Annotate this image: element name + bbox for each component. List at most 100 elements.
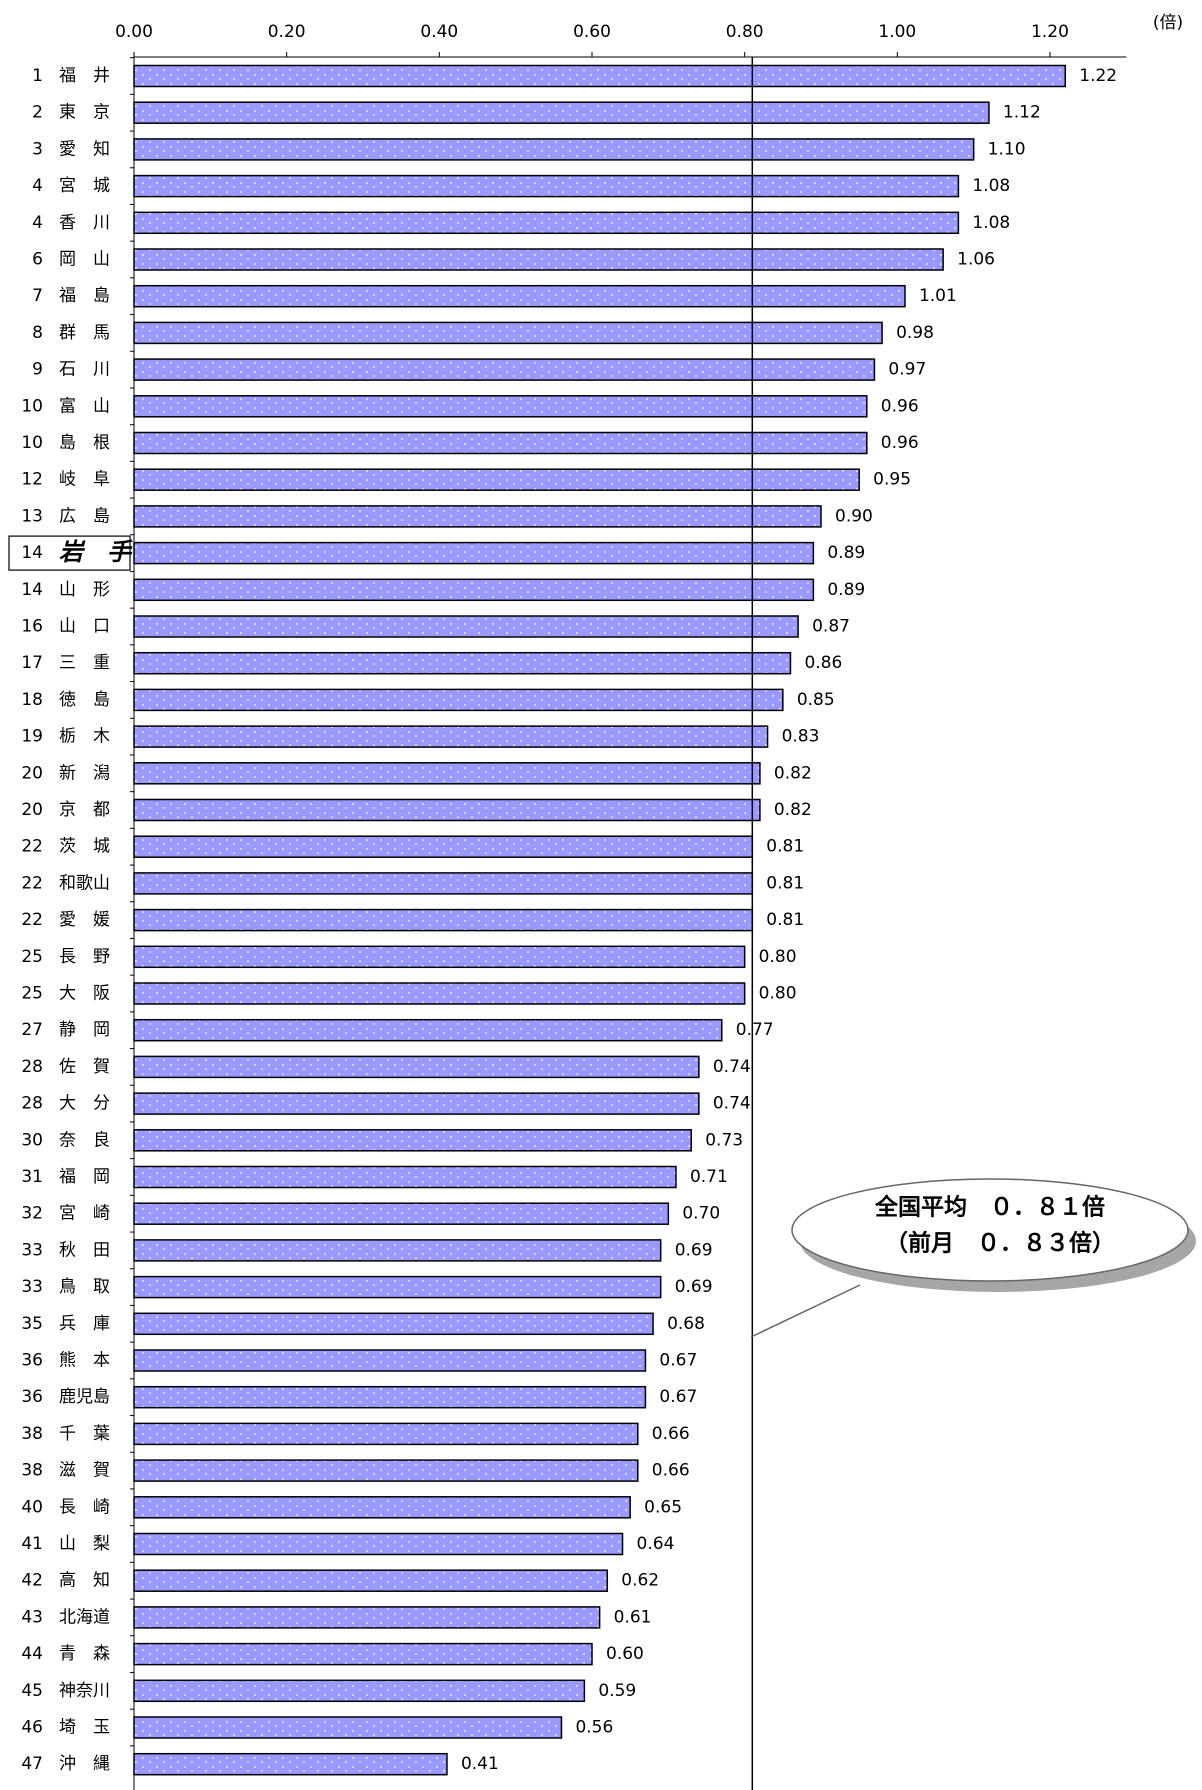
category-label: 島 根 xyxy=(59,433,110,453)
x-tick-label: 0.20 xyxy=(268,22,306,42)
bar xyxy=(133,1018,723,1042)
rank-label: 33 xyxy=(21,1240,43,1260)
rank-label: 20 xyxy=(21,763,43,783)
rank-label: 1 xyxy=(32,66,43,86)
value-label: 0.95 xyxy=(873,470,911,490)
bar xyxy=(133,211,960,235)
rank-label: 8 xyxy=(32,323,43,343)
callout-bubble xyxy=(791,1178,1189,1282)
category-label: 鳥 取 xyxy=(59,1277,110,1297)
category-label: 山 形 xyxy=(59,580,110,600)
bar xyxy=(133,1496,631,1519)
category-label: 大 分 xyxy=(59,1094,110,1114)
rank-label: 25 xyxy=(21,947,43,967)
category-label: 鹿児島 xyxy=(59,1387,110,1407)
value-label: 0.89 xyxy=(827,543,865,563)
value-label: 0.82 xyxy=(774,800,812,820)
category-label: 高 知 xyxy=(59,1571,110,1591)
rank-label: 30 xyxy=(21,1130,43,1150)
category-label: 熊 本 xyxy=(59,1351,110,1371)
category-label: 青 森 xyxy=(59,1644,110,1664)
value-label: 0.85 xyxy=(797,690,835,710)
rank-label: 18 xyxy=(21,690,43,710)
rank-label: 12 xyxy=(21,470,43,490)
rank-label: 28 xyxy=(21,1057,43,1077)
bar xyxy=(133,762,761,785)
bar xyxy=(133,1752,448,1776)
bar xyxy=(133,1275,662,1299)
highlight-box xyxy=(8,535,131,571)
rank-label: 32 xyxy=(21,1204,43,1224)
category-label: 奈 良 xyxy=(59,1130,110,1150)
value-label: 0.97 xyxy=(888,360,926,380)
rank-label: 14 xyxy=(21,543,43,563)
x-tick-label: 0.60 xyxy=(573,22,611,42)
rank-label: 45 xyxy=(21,1681,43,1701)
bar xyxy=(133,945,746,969)
value-label: 0.60 xyxy=(606,1644,644,1664)
annotation-text: （前月 ０．８３倍） xyxy=(885,1230,1115,1257)
category-label: 福 井 xyxy=(59,66,110,86)
category-label: 広 島 xyxy=(59,506,110,526)
bar xyxy=(133,1606,601,1629)
bar xyxy=(133,1385,647,1409)
category-label: 宮 崎 xyxy=(59,1204,110,1224)
bar xyxy=(133,1716,563,1739)
bar xyxy=(133,431,868,455)
bar xyxy=(133,138,975,161)
rank-label: 46 xyxy=(21,1718,43,1738)
category-label: 愛 知 xyxy=(59,139,110,159)
category-label: 愛 媛 xyxy=(59,910,110,930)
category-label: 栃 木 xyxy=(59,727,110,747)
bar xyxy=(133,1129,692,1152)
bar xyxy=(133,1092,700,1115)
rank-label: 19 xyxy=(21,727,43,747)
rank-label: 22 xyxy=(21,837,43,857)
bar xyxy=(133,1532,624,1556)
value-label: 0.74 xyxy=(713,1057,751,1077)
category-label: 岡 山 xyxy=(59,250,110,270)
value-label: 0.96 xyxy=(881,396,919,416)
category-label: 宮 城 xyxy=(59,176,110,196)
value-label: 0.69 xyxy=(675,1277,713,1297)
bar xyxy=(133,101,990,124)
category-label: 茨 城 xyxy=(59,837,110,857)
category-label: 神奈川 xyxy=(59,1681,110,1701)
value-label: 0.83 xyxy=(782,727,820,747)
x-tick-label: 0.40 xyxy=(420,22,458,42)
rank-label: 10 xyxy=(21,433,43,453)
rank-label: 14 xyxy=(21,580,43,600)
value-label: 1.22 xyxy=(1079,66,1117,86)
bar xyxy=(133,468,860,491)
bar xyxy=(133,982,746,1005)
value-label: 0.81 xyxy=(766,837,804,857)
callout-pointer xyxy=(750,1284,861,1338)
rank-label: 13 xyxy=(21,506,43,526)
bar xyxy=(133,835,754,858)
bar xyxy=(133,615,799,638)
value-label: 0.89 xyxy=(827,580,865,600)
bar xyxy=(133,798,761,822)
bar xyxy=(133,64,1067,88)
bar xyxy=(133,1312,654,1336)
value-label: 1.08 xyxy=(972,213,1010,233)
rank-label: 9 xyxy=(32,360,43,380)
bar xyxy=(133,1202,670,1225)
value-label: 0.56 xyxy=(575,1718,613,1738)
category-label: 岩 手 xyxy=(59,538,133,566)
bar xyxy=(133,725,769,748)
bar xyxy=(133,578,815,602)
bar xyxy=(133,1459,639,1482)
category-label: 三 重 xyxy=(59,653,110,673)
bar xyxy=(133,1349,647,1372)
rank-label: 2 xyxy=(32,103,43,123)
x-tick-label: 0.00 xyxy=(115,22,153,42)
rank-label: 22 xyxy=(21,873,43,893)
value-label: 1.10 xyxy=(988,139,1026,159)
value-label: 0.59 xyxy=(598,1681,636,1701)
value-label: 0.62 xyxy=(621,1571,659,1591)
bar xyxy=(133,1239,662,1262)
bar xyxy=(133,1055,700,1079)
category-label: 福 島 xyxy=(59,286,110,306)
